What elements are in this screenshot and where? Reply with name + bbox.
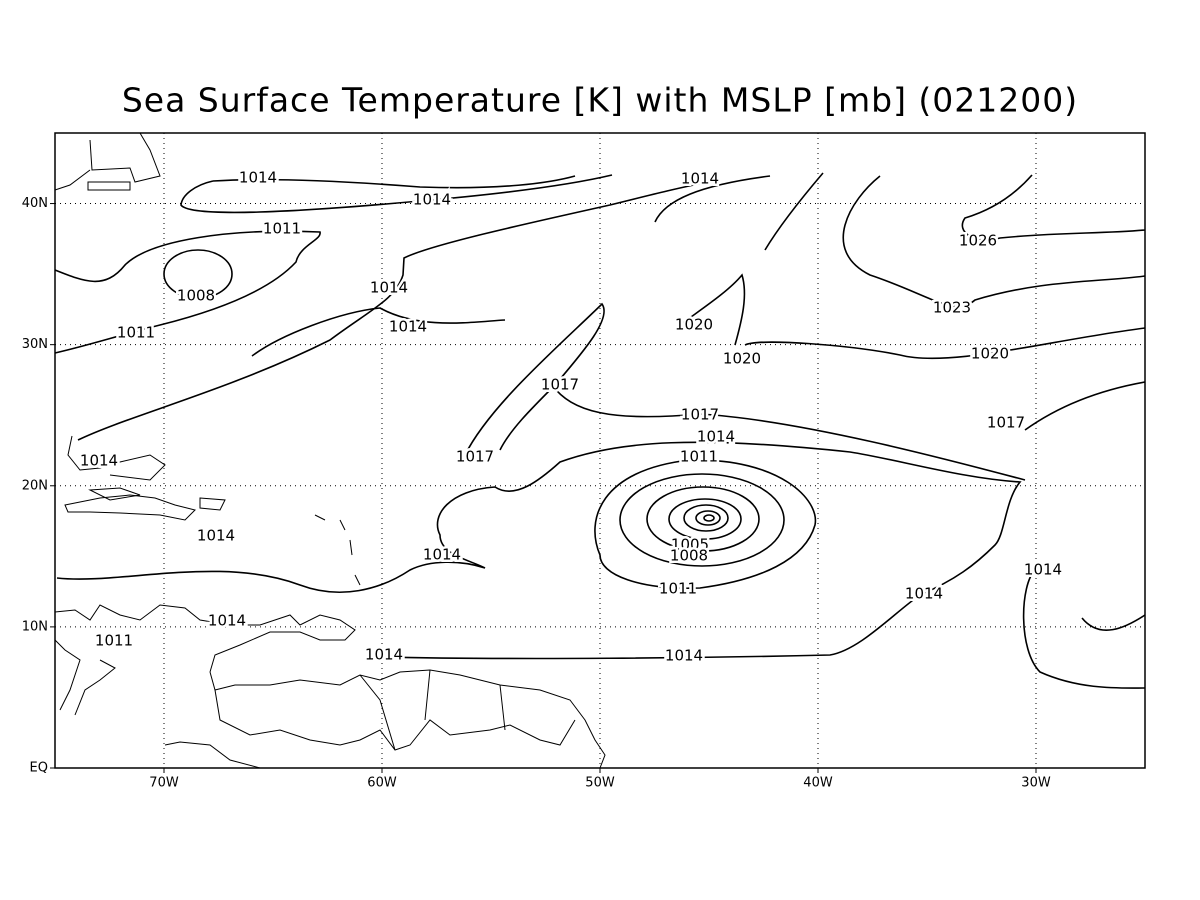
- coastline: [314, 514, 361, 586]
- map-frame: [54, 132, 1146, 769]
- x-tick-label: 70W: [149, 776, 179, 791]
- contour-label: 1011: [680, 448, 718, 466]
- x-tick-label: 50W: [585, 776, 615, 791]
- y-tick-label: 40N: [22, 196, 48, 211]
- x-tick-label: 30W: [1021, 776, 1051, 791]
- contour-label: 1014: [905, 585, 943, 603]
- isobar: [464, 302, 605, 456]
- isobar: [703, 514, 715, 522]
- contour-label: 1008: [177, 287, 215, 305]
- contour-label: 1017: [681, 406, 719, 424]
- contour-label: 1020: [675, 316, 713, 334]
- isobars: [54, 172, 1146, 689]
- isobar: [594, 459, 817, 589]
- contour-label: 1014: [365, 646, 403, 664]
- grid: 70W 60W 50W 40W 30W EQ 10N 20N 30N 40N: [22, 133, 1145, 791]
- coastlines: [54, 132, 606, 769]
- isobar: [163, 249, 233, 299]
- contour-label: 1014: [80, 452, 118, 470]
- isobar: [646, 486, 760, 552]
- contour-label: 1023: [933, 299, 971, 317]
- coastline: [214, 669, 576, 751]
- contour-label: 1014: [413, 191, 451, 209]
- isobar: [842, 175, 1146, 308]
- coastline: [88, 487, 226, 511]
- contour-label: 1026: [959, 232, 997, 250]
- contour-label: 1014: [697, 428, 735, 446]
- contour-label: 1011: [263, 220, 301, 238]
- isobar: [764, 172, 824, 251]
- contour-label: 1008: [670, 547, 708, 565]
- isobar: [683, 504, 729, 532]
- coastline: [54, 604, 356, 673]
- contour-label: 1020: [971, 345, 1009, 363]
- isobar: [56, 441, 1022, 660]
- isobar: [1024, 381, 1146, 431]
- contour-label: 1011: [95, 632, 133, 650]
- x-tick-label: 40W: [803, 776, 833, 791]
- isobar: [180, 174, 613, 214]
- contour-label: 1014: [665, 647, 703, 665]
- coastline: [164, 741, 261, 769]
- y-tick-label: 20N: [22, 478, 48, 493]
- isobar: [619, 473, 785, 567]
- x-tick-label: 60W: [367, 776, 397, 791]
- contour-label: 1017: [456, 448, 494, 466]
- contour-label: 1017: [541, 376, 579, 394]
- isobar: [679, 273, 746, 346]
- contour-label: 1014: [681, 170, 719, 188]
- isobar: [251, 307, 506, 357]
- contour-label: 1014: [389, 318, 427, 336]
- coastline: [54, 639, 116, 716]
- coastline: [67, 435, 166, 481]
- map-title: Sea Surface Temperature [K] with MSLP [m…: [122, 81, 1078, 120]
- contour-label: 1014: [1024, 561, 1062, 579]
- coastline: [54, 132, 161, 191]
- isobar: [54, 230, 321, 354]
- y-tick-label: 10N: [22, 619, 48, 634]
- isobar: [744, 327, 1146, 360]
- coastline: [64, 494, 196, 521]
- contour-label: 1014: [423, 546, 461, 564]
- isobar: [1022, 569, 1146, 689]
- y-tick-label: 30N: [22, 337, 48, 352]
- isobar: [654, 175, 771, 223]
- isobar: [961, 174, 1146, 241]
- isobar: [212, 175, 576, 189]
- coastline: [209, 669, 606, 769]
- contour-label: 1011: [659, 580, 697, 598]
- contour-label: 1014: [208, 612, 246, 630]
- contour-label: 1014: [239, 169, 277, 187]
- isobar: [668, 498, 742, 540]
- contour-label: 1017: [987, 414, 1025, 432]
- isobar: [695, 510, 721, 526]
- isobar: [77, 181, 711, 441]
- contour-label: 1014: [370, 279, 408, 297]
- contour-labels: 1014 1014 1014 1011 1008 1014 1014 1011 1020 1020…: [77, 166, 1064, 667]
- isobar: [551, 384, 1026, 481]
- contour-label: 1020: [723, 350, 761, 368]
- y-tick-label: EQ: [30, 761, 48, 776]
- contour-label: 1005: [671, 536, 709, 554]
- contour-label: 1014: [197, 527, 235, 545]
- contour-label: 1011: [117, 324, 155, 342]
